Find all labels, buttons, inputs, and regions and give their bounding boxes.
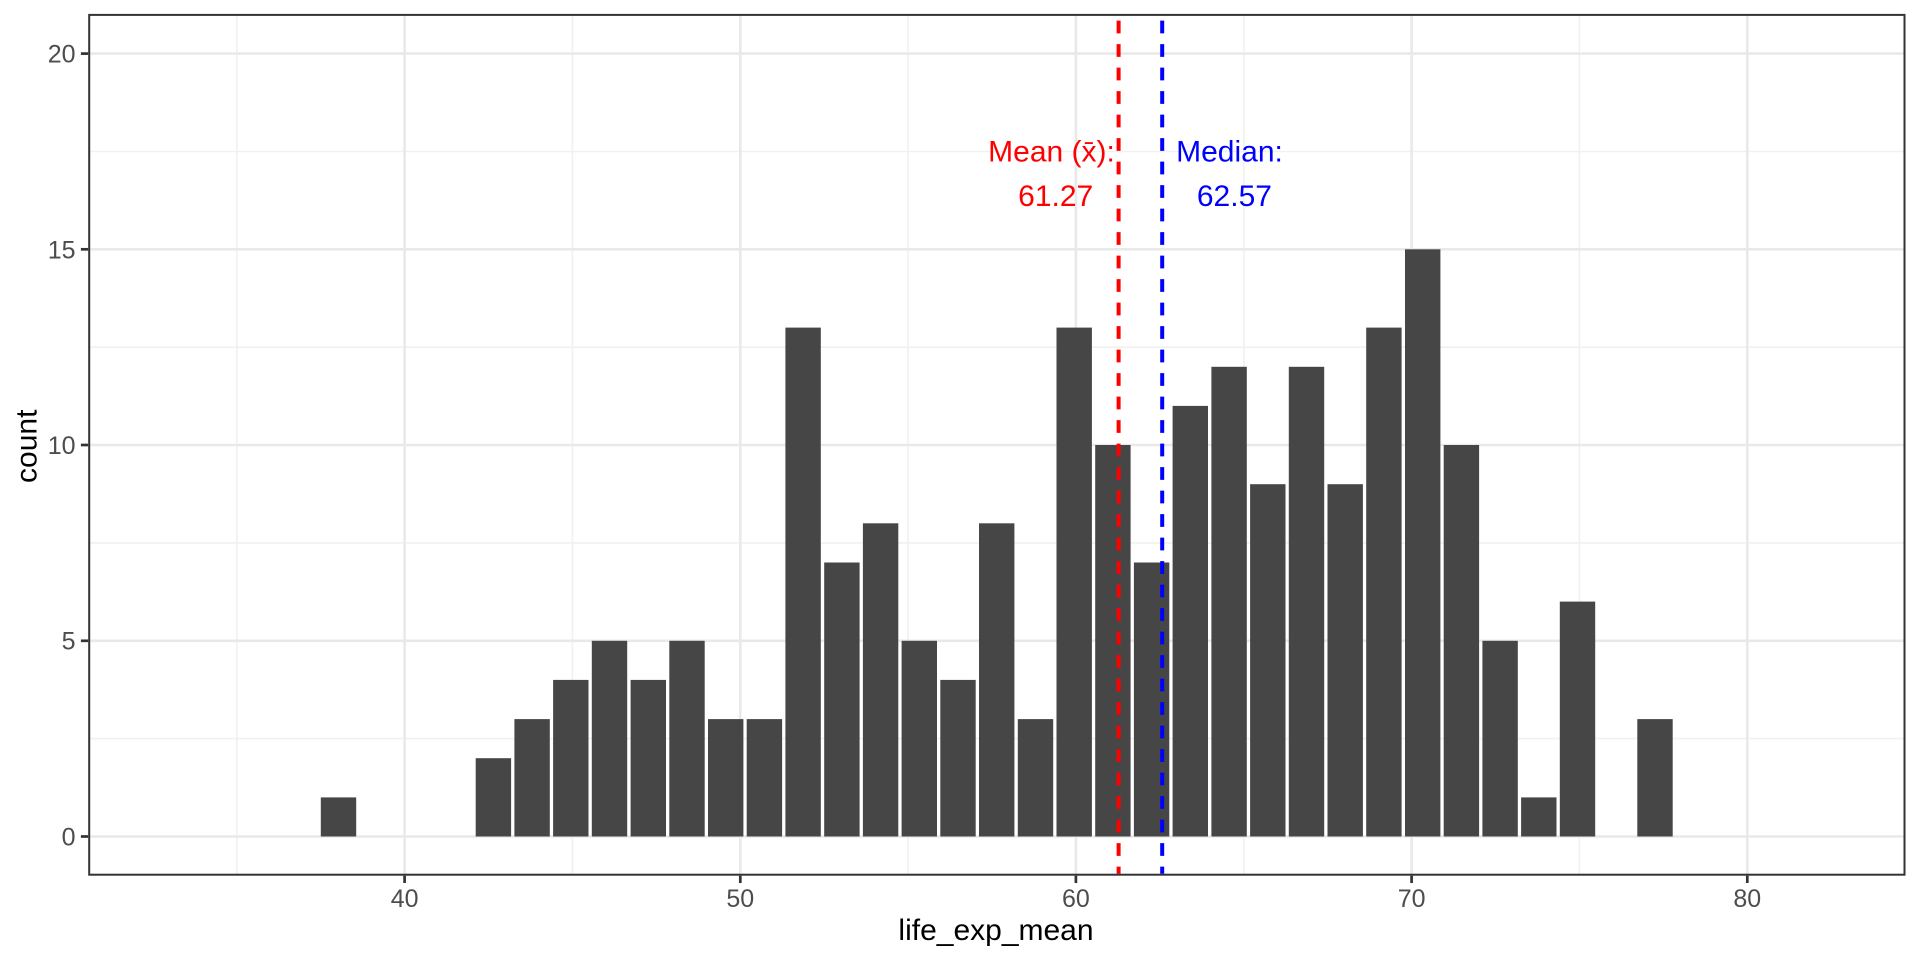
svg-text:15: 15 <box>48 236 76 264</box>
svg-text:20: 20 <box>48 41 76 69</box>
svg-text:10: 10 <box>48 432 76 460</box>
svg-text:60: 60 <box>1062 885 1090 913</box>
svg-text:61.27: 61.27 <box>1018 180 1093 213</box>
svg-text:count: count <box>10 409 43 483</box>
svg-text:5: 5 <box>62 628 76 656</box>
svg-text:50: 50 <box>726 885 754 913</box>
svg-text:life_exp_mean: life_exp_mean <box>898 914 1093 947</box>
svg-text:80: 80 <box>1733 885 1761 913</box>
svg-text:62.57: 62.57 <box>1197 180 1272 213</box>
svg-text:40: 40 <box>391 885 419 913</box>
svg-text:70: 70 <box>1398 885 1426 913</box>
svg-text:Mean (x̄):: Mean (x̄): <box>988 136 1115 169</box>
svg-text:Median:: Median: <box>1176 136 1283 169</box>
svg-text:0: 0 <box>62 824 76 852</box>
